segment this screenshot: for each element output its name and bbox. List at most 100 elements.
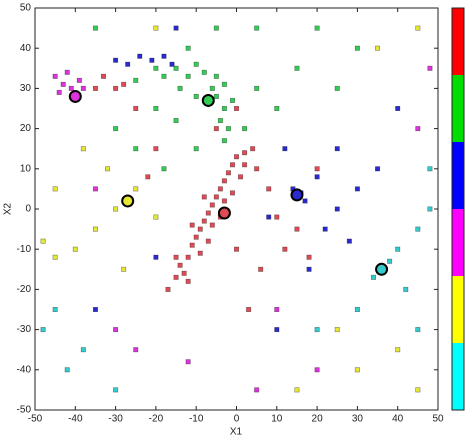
point <box>201 69 207 75</box>
point <box>80 146 86 152</box>
point <box>189 222 195 228</box>
point <box>201 194 207 200</box>
cluster-center <box>121 194 135 208</box>
point <box>56 89 62 95</box>
point <box>427 166 433 172</box>
point <box>121 81 127 87</box>
point <box>294 65 300 71</box>
x-tick-label: 40 <box>392 414 404 425</box>
point <box>209 85 215 91</box>
point <box>209 222 215 228</box>
point <box>403 286 409 292</box>
cluster-center <box>201 93 215 107</box>
point <box>229 162 235 168</box>
point <box>197 226 203 232</box>
y-axis-label: X2 <box>3 202 14 215</box>
point <box>92 25 98 31</box>
point <box>113 85 119 91</box>
point <box>254 166 260 172</box>
point <box>133 77 139 83</box>
point <box>254 387 260 393</box>
point <box>189 242 195 248</box>
point <box>282 146 288 152</box>
point <box>346 238 352 244</box>
plot-area <box>35 8 438 410</box>
point <box>306 254 312 260</box>
point <box>153 214 159 220</box>
point <box>177 85 183 91</box>
point <box>274 306 280 312</box>
cluster-center <box>68 89 82 103</box>
y-tick-label: 30 <box>20 83 32 94</box>
y-tick-label: -10 <box>17 244 32 255</box>
point <box>161 53 167 59</box>
point <box>234 246 240 252</box>
point <box>395 347 401 353</box>
point <box>113 327 119 333</box>
point <box>173 274 179 280</box>
point <box>314 166 320 172</box>
point <box>80 347 86 353</box>
point <box>205 210 211 216</box>
point <box>314 367 320 373</box>
point <box>193 146 199 152</box>
point <box>153 146 159 152</box>
point <box>234 106 240 112</box>
x-tick-label: -10 <box>189 414 204 425</box>
point <box>322 226 328 232</box>
point <box>213 194 219 200</box>
point <box>254 25 260 31</box>
point <box>72 246 78 252</box>
point <box>225 170 231 176</box>
y-tick-label: 50 <box>20 3 32 14</box>
point <box>217 118 223 124</box>
y-tick-label: -40 <box>17 364 32 375</box>
point <box>221 106 227 112</box>
point <box>64 69 70 75</box>
x-tick-label: 0 <box>234 414 240 425</box>
point <box>149 57 155 63</box>
x-axis-label: X1 <box>230 427 243 438</box>
point <box>185 359 191 365</box>
point <box>221 81 227 87</box>
point <box>92 85 98 91</box>
point <box>121 266 127 272</box>
point <box>101 73 107 79</box>
point <box>217 186 223 192</box>
point <box>153 25 159 31</box>
point <box>193 234 199 240</box>
point <box>371 274 377 280</box>
x-tick-label: 10 <box>271 414 283 425</box>
point <box>153 65 159 71</box>
point <box>415 126 421 132</box>
y-tick-label: 20 <box>20 123 32 134</box>
point <box>221 178 227 184</box>
point <box>161 73 167 79</box>
point <box>125 61 131 67</box>
y-tick-label: 40 <box>20 43 32 54</box>
point <box>153 106 159 112</box>
point <box>274 327 280 333</box>
point <box>185 278 191 284</box>
point <box>242 162 248 168</box>
point <box>80 85 86 91</box>
colorbar-box <box>451 7 465 411</box>
point <box>169 61 175 67</box>
cluster-center <box>290 188 304 202</box>
point <box>354 45 360 51</box>
point <box>68 85 74 91</box>
point <box>415 25 421 31</box>
point <box>354 186 360 192</box>
point <box>213 93 219 99</box>
point <box>181 270 187 276</box>
point <box>209 202 215 208</box>
point <box>133 186 139 192</box>
point <box>113 126 119 132</box>
point <box>52 73 58 79</box>
point <box>395 246 401 252</box>
x-tick-label: 30 <box>352 414 364 425</box>
point <box>387 258 393 264</box>
point <box>213 73 219 79</box>
point <box>213 25 219 31</box>
x-tick-label: 20 <box>312 414 324 425</box>
